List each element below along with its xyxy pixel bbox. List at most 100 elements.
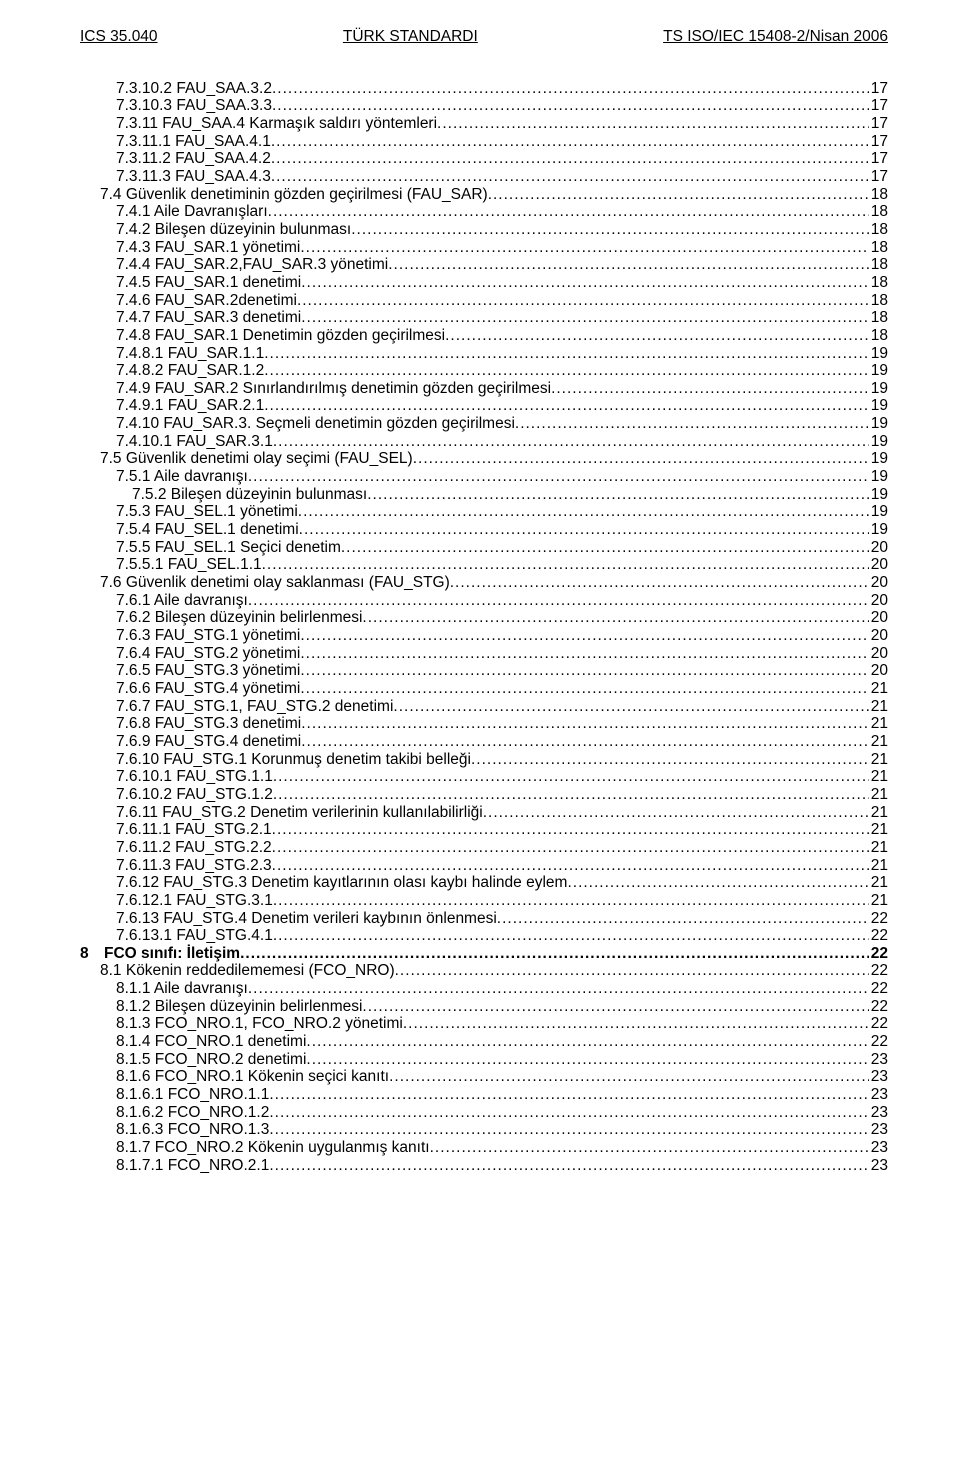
- toc-label: 8.1.1 Aile davranışı: [116, 980, 248, 998]
- toc-dots: [299, 521, 869, 539]
- toc-line: 7.6.10.1 FAU_STG.1.1 21: [80, 768, 888, 786]
- toc-line: 7.6.11 FAU_STG.2 Denetim verilerinin kul…: [80, 804, 888, 822]
- table-of-contents: 7.3.10.2 FAU_SAA.3.2 177.3.10.3 FAU_SAA.…: [80, 80, 888, 1175]
- toc-page: 23: [869, 1139, 888, 1157]
- toc-line: 7.6.8 FAU_STG.3 denetimi 21: [80, 715, 888, 733]
- toc-page: 17: [869, 133, 888, 151]
- toc-line: 7.3.10.3 FAU_SAA.3.3 17: [80, 97, 888, 115]
- toc-dots: [393, 698, 868, 716]
- toc-label: 7.6.13.1 FAU_STG.4.1: [116, 927, 273, 945]
- toc-page: 19: [869, 433, 888, 451]
- toc-dots: [430, 1139, 869, 1157]
- toc-dots: [389, 1068, 869, 1086]
- toc-label: 8.1.3 FCO_NRO.1, FCO_NRO.2 yönetimi: [116, 1015, 403, 1033]
- toc-dots: [269, 1157, 868, 1175]
- toc-dots: [551, 380, 869, 398]
- toc-line: 7.4.5 FAU_SAR.1 denetimi 18: [80, 274, 888, 292]
- toc-page: 19: [869, 415, 888, 433]
- toc-label: 7.6.13 FAU_STG.4 Denetim verileri kaybın…: [116, 910, 497, 928]
- toc-page: 19: [869, 521, 888, 539]
- toc-line: 7.4.6 FAU_SAR.2denetimi 18: [80, 292, 888, 310]
- toc-line: 8.1.6.2 FCO_NRO.1.2 23: [80, 1104, 888, 1122]
- toc-line: 7.4.2 Bileşen düzeyinin bulunması 18: [80, 221, 888, 239]
- toc-dots: [268, 203, 869, 221]
- toc-page: 17: [869, 168, 888, 186]
- toc-line: 7.5.1 Aile davranışı 19: [80, 468, 888, 486]
- toc-dots: [437, 115, 869, 133]
- toc-dots: [395, 962, 869, 980]
- toc-page: 17: [869, 97, 888, 115]
- toc-line: 7.6.11.2 FAU_STG.2.2 21: [80, 839, 888, 857]
- toc-label: 7.6.12 FAU_STG.3 Denetim kayıtlarının ol…: [116, 874, 567, 892]
- toc-line: 7.6.12 FAU_STG.3 Denetim kayıtlarının ol…: [80, 874, 888, 892]
- toc-line: 7.3.10.2 FAU_SAA.3.2 17: [80, 80, 888, 98]
- toc-dots: [403, 1015, 869, 1033]
- toc-label: 7.5.5.1 FAU_SEL.1.1: [116, 556, 262, 574]
- toc-page: 21: [869, 857, 888, 875]
- toc-page: 22: [869, 1033, 888, 1051]
- toc-dots: [271, 133, 869, 151]
- toc-line: 7.4.8.2 FAU_SAR.1.2 19: [80, 362, 888, 380]
- toc-line: 7.4.9 FAU_SAR.2 Sınırlandırılmış denetim…: [80, 380, 888, 398]
- toc-line: 7.4.10 FAU_SAR.3. Seçmeli denetimin gözd…: [80, 415, 888, 433]
- toc-page: 18: [869, 274, 888, 292]
- toc-page: 23: [869, 1104, 888, 1122]
- toc-page: 22: [869, 945, 888, 963]
- toc-line: 7.4.8.1 FAU_SAR.1.1 19: [80, 345, 888, 363]
- toc-page: 23: [869, 1086, 888, 1104]
- toc-dots: [269, 1086, 868, 1104]
- toc-label: 7.6.8 FAU_STG.3 denetimi: [116, 715, 301, 733]
- toc-label: 7.6.4 FAU_STG.2 yönetimi: [116, 645, 300, 663]
- toc-label: 7.6.1 Aile davranışı: [116, 592, 248, 610]
- toc-label: 7.6.10.1 FAU_STG.1.1: [116, 768, 273, 786]
- toc-label: 8.1.5 FCO_NRO.2 denetimi: [116, 1051, 306, 1069]
- toc-page: 22: [869, 1015, 888, 1033]
- toc-dots: [273, 768, 869, 786]
- toc-label: 7.4.6 FAU_SAR.2denetimi: [116, 292, 297, 310]
- toc-line: 7.6.9 FAU_STG.4 denetimi 21: [80, 733, 888, 751]
- toc-line: 7.4.3 FAU_SAR.1 yönetimi 18: [80, 239, 888, 257]
- toc-label: 7.6.12.1 FAU_STG.3.1: [116, 892, 273, 910]
- toc-label: 7.4.1 Aile Davranışları: [116, 203, 268, 221]
- toc-page: 18: [869, 309, 888, 327]
- toc-label: 8.1 Kökenin reddedilememesi (FCO_NRO): [100, 962, 395, 980]
- toc-dots: [271, 150, 869, 168]
- toc-label: 7.6.9 FAU_STG.4 denetimi: [116, 733, 301, 751]
- toc-line: 7.5.5.1 FAU_SEL.1.1 20: [80, 556, 888, 574]
- toc-page: 19: [869, 450, 888, 468]
- toc-label: 7.3.11.3 FAU_SAA.4.3: [116, 168, 271, 186]
- toc-dots: [362, 998, 868, 1016]
- toc-label: 7.5.4 FAU_SEL.1 denetimi: [116, 521, 299, 539]
- toc-label: 7.6 Güvenlik denetimi olay saklanması (F…: [100, 574, 450, 592]
- toc-line: 7.6.13 FAU_STG.4 Denetim verileri kaybın…: [80, 910, 888, 928]
- toc-label: 7.6.11.2 FAU_STG.2.2: [116, 839, 272, 857]
- toc-page: 21: [869, 786, 888, 804]
- toc-dots: [300, 645, 868, 663]
- toc-dots: [264, 345, 869, 363]
- toc-dots: [341, 539, 869, 557]
- toc-page: 20: [869, 556, 888, 574]
- toc-line: 7.6.4 FAU_STG.2 yönetimi 20: [80, 645, 888, 663]
- toc-label: 7.6.2 Bileşen düzeyinin belirlenmesi: [116, 609, 362, 627]
- toc-label: 7.5.2 Bileşen düzeyinin bulunması: [132, 486, 367, 504]
- toc-label: 7.4.8.2 FAU_SAR.1.2: [116, 362, 264, 380]
- toc-page: 20: [869, 627, 888, 645]
- toc-page: 19: [869, 362, 888, 380]
- toc-line: 8.1.3 FCO_NRO.1, FCO_NRO.2 yönetimi 22: [80, 1015, 888, 1033]
- toc-dots: [515, 415, 869, 433]
- toc-label: 7.6.5 FAU_STG.3 yönetimi: [116, 662, 300, 680]
- toc-page: 18: [869, 256, 888, 274]
- toc-page: 22: [869, 998, 888, 1016]
- toc-label: 7.6.11.1 FAU_STG.2.1: [116, 821, 272, 839]
- toc-line: 7.4 Güvenlik denetiminin gözden geçirilm…: [80, 186, 888, 204]
- toc-line: 7.3.11 FAU_SAA.4 Karmaşık saldırı yöntem…: [80, 115, 888, 133]
- toc-label: 7.4.8 FAU_SAR.1 Denetimin gözden geçiril…: [116, 327, 445, 345]
- toc-label: 7.4.2 Bileşen düzeyinin bulunması: [116, 221, 351, 239]
- toc-page: 17: [869, 150, 888, 168]
- toc-page: 21: [869, 892, 888, 910]
- toc-dots: [269, 1121, 868, 1139]
- toc-dots: [273, 892, 869, 910]
- toc-dots: [413, 450, 869, 468]
- toc-dots: [264, 397, 869, 415]
- toc-page: 20: [869, 574, 888, 592]
